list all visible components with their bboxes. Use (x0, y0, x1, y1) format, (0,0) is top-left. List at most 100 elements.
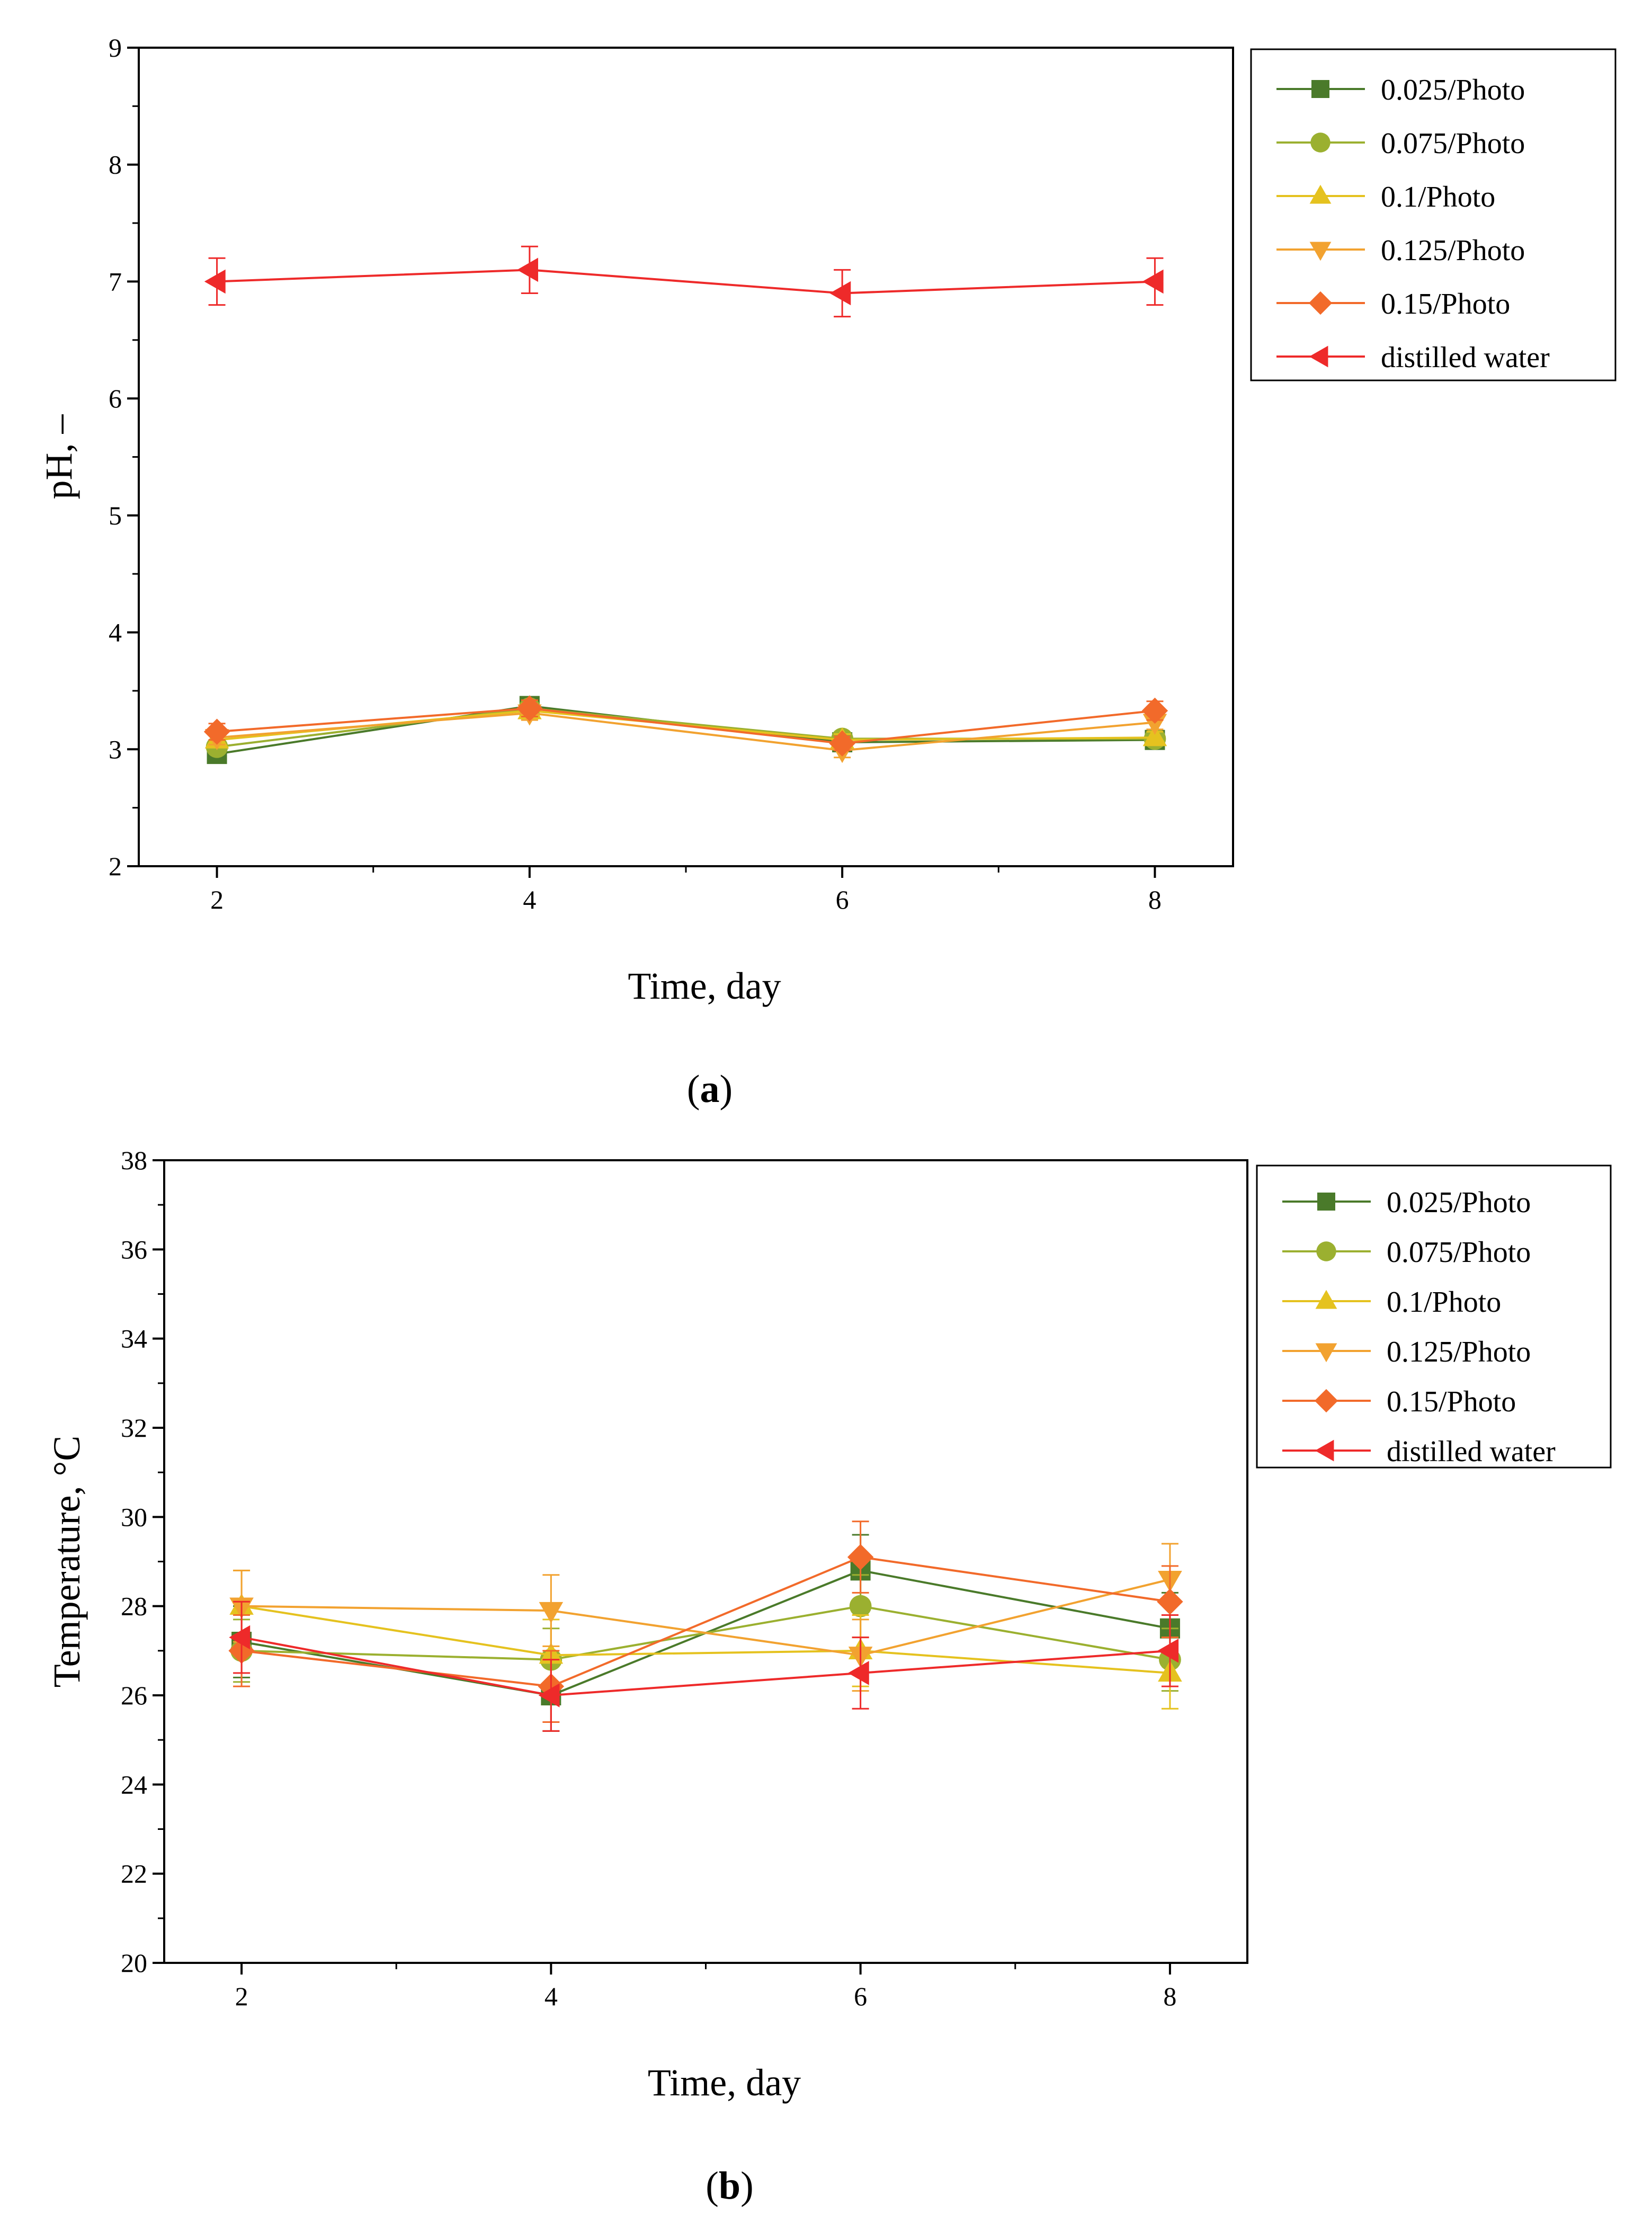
panel-caption: (a) (687, 1068, 733, 1111)
data-point (538, 1683, 560, 1708)
legend-item: 0.075/Photo (1282, 1236, 1531, 1269)
legend-item: 0.1/Photo (1276, 181, 1495, 214)
x-axis-title: Time, day (648, 2061, 801, 2104)
y-tick-label: 3 (109, 734, 122, 764)
data-point (516, 695, 543, 722)
y-tick-label: 6 (109, 384, 122, 413)
caption-suffix: ) (720, 1068, 733, 1111)
series-0-15-photo (203, 695, 1168, 757)
legend: 0.025/Photo 0.075/Photo 0.1/Photo 0.125/Pho… (1250, 48, 1617, 381)
data-point (849, 1595, 872, 1617)
y-tick-label: 7 (109, 266, 122, 296)
legend-marker (1315, 1343, 1337, 1363)
legend-item: 0.125/Photo (1276, 234, 1525, 267)
caption-letter: b (719, 2164, 740, 2208)
x-tick-label: 4 (523, 885, 536, 914)
data-point (1157, 1639, 1179, 1663)
data-point (829, 730, 855, 757)
legend-item: 0.1/Photo (1282, 1286, 1501, 1319)
legend-label: distilled water (1387, 1435, 1556, 1468)
y-tick-label: 34 (121, 1324, 147, 1354)
legend-item: 0.15/Photo (1282, 1385, 1516, 1418)
legend-label: 0.1/Photo (1387, 1286, 1501, 1319)
data-point (539, 1602, 564, 1623)
legend-label: distilled water (1381, 341, 1550, 374)
panel-a-ph-chart: 2 3 4 5 6 7 8 9 2 4 6 8 Time, day pH, – (a) 0.025/Photo… (38, 33, 1617, 1111)
y-tick-label: 32 (121, 1413, 147, 1443)
series-line (217, 707, 1155, 745)
legend-item: 0.025/Photo (1282, 1186, 1531, 1219)
legend-marker (1309, 345, 1328, 368)
series-line (241, 1636, 1171, 1697)
legend-label: 0.15/Photo (1387, 1385, 1516, 1418)
series-distilled-water (229, 1600, 1179, 1732)
y-tick-label: 4 (109, 618, 122, 647)
plot-frame (163, 1159, 1248, 1964)
series-0-15-photo (228, 1520, 1183, 1723)
x-tick-label: 6 (854, 1981, 867, 2011)
data-point (829, 281, 851, 306)
data-point (1141, 697, 1168, 724)
legend-item: 0.125/Photo (1282, 1336, 1531, 1368)
caption-prefix: ( (706, 2164, 719, 2208)
y-tick-label: 2 (109, 851, 122, 881)
data-point (1157, 1588, 1183, 1615)
y-tick-label: 36 (121, 1234, 147, 1264)
caption-letter: a (700, 1068, 720, 1111)
legend-item: distilled water (1276, 341, 1550, 374)
y-axis-title: pH, – (38, 414, 80, 500)
series-distilled-water (204, 245, 1164, 318)
legend-marker (1310, 132, 1330, 153)
series-0-1-photo (229, 1569, 1182, 1710)
legend-marker (1315, 1290, 1337, 1309)
y-tick-label: 5 (109, 501, 122, 530)
panel-caption: (b) (706, 2164, 753, 2208)
x-tick-label: 6 (836, 885, 849, 914)
legend: 0.025/Photo 0.075/Photo 0.1/Photo 0.125/Pho… (1256, 1164, 1612, 1469)
series-line (241, 1556, 1171, 1688)
legend-label: 0.025/Photo (1381, 74, 1525, 106)
data-point (203, 718, 230, 745)
legend-item: 0.15/Photo (1276, 288, 1510, 321)
legend-marker (1316, 1241, 1336, 1261)
legend-marker (1309, 242, 1332, 261)
plot-frame (138, 47, 1234, 867)
legend-item: distilled water (1282, 1435, 1556, 1468)
caption-prefix: ( (687, 1068, 700, 1111)
legend-label: 0.125/Photo (1387, 1336, 1531, 1368)
legend-marker (1309, 184, 1332, 204)
y-tick-label: 26 (121, 1680, 147, 1710)
legend-label: 0.075/Photo (1381, 127, 1525, 160)
caption-suffix: ) (740, 2164, 754, 2208)
legend-item: 0.075/Photo (1276, 127, 1525, 160)
y-tick-label: 28 (121, 1591, 147, 1621)
y-tick-label: 8 (109, 150, 122, 180)
legend-marker (1311, 80, 1329, 98)
legend-label: 0.1/Photo (1381, 181, 1495, 214)
series-line (217, 712, 1155, 752)
y-axis-title: Temperature, °C (46, 1436, 88, 1688)
x-axis-title: Time, day (628, 965, 781, 1007)
legend-box (1256, 1164, 1612, 1469)
x-tick-label: 2 (210, 885, 224, 914)
x-tick-label: 8 (1148, 885, 1162, 914)
legend-marker (1314, 1389, 1338, 1413)
x-tick-label: 8 (1163, 1981, 1176, 2011)
x-tick-label: 2 (235, 1981, 248, 2011)
legend-marker (1317, 1193, 1335, 1211)
y-tick-label: 9 (109, 33, 122, 63)
y-tick-label: 24 (121, 1769, 147, 1799)
legend-label: 0.15/Photo (1381, 288, 1510, 321)
data-point (517, 257, 539, 282)
legend-box (1250, 48, 1617, 381)
data-point (1142, 269, 1164, 294)
y-tick-label: 30 (121, 1502, 147, 1532)
y-tick-label: 22 (121, 1859, 147, 1889)
legend-marker (1315, 1439, 1334, 1462)
y-tick-label: 38 (121, 1145, 147, 1175)
data-point (204, 269, 226, 294)
legend-marker (1308, 291, 1333, 315)
legend-label: 0.025/Photo (1387, 1186, 1531, 1219)
